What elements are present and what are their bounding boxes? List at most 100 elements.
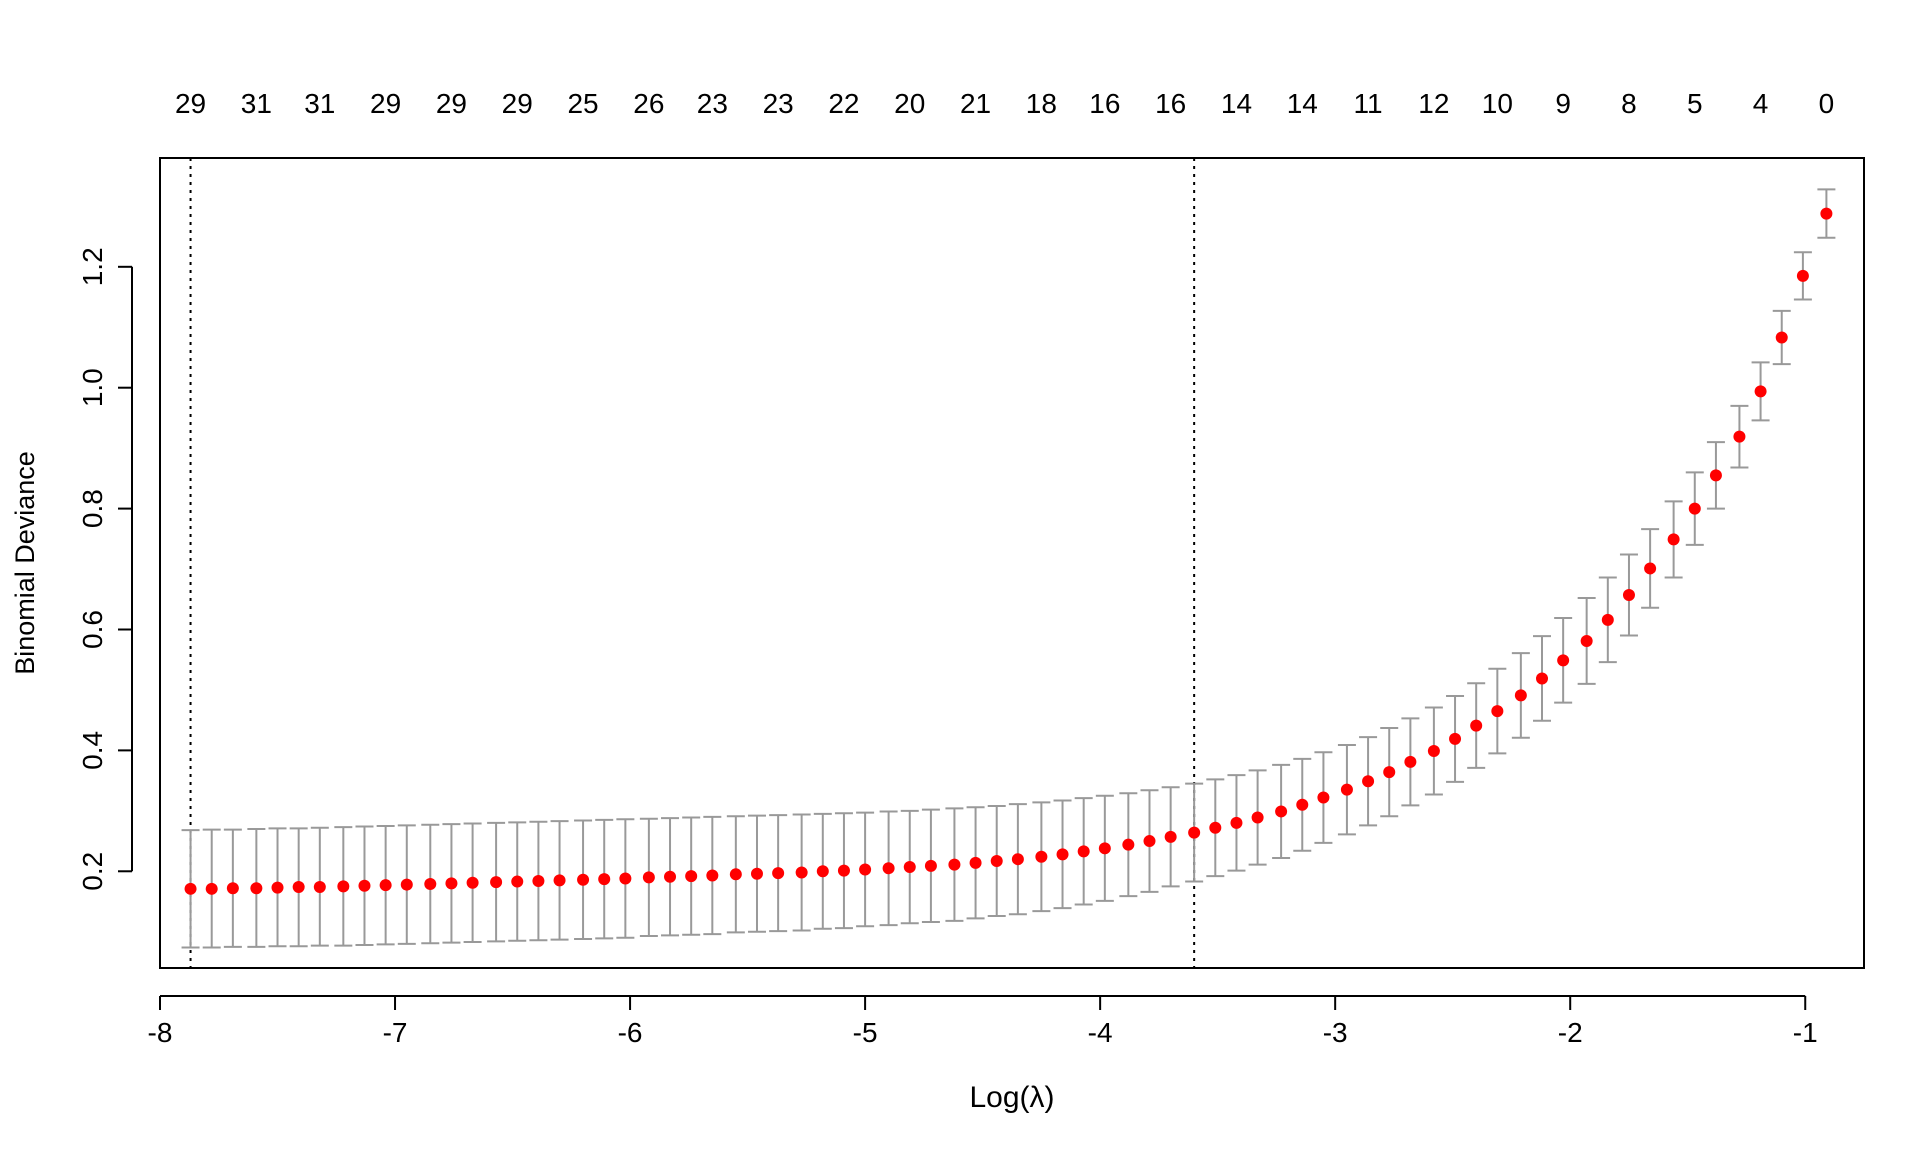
data-point (1557, 654, 1570, 667)
data-point (1622, 589, 1635, 602)
data-point (1580, 634, 1593, 647)
top-tick-label: 0 (1819, 88, 1835, 119)
data-point (772, 867, 785, 880)
data-point (1514, 689, 1527, 702)
data-point (424, 877, 437, 890)
y-tick-label: 0.6 (77, 610, 108, 649)
top-tick-label: 31 (304, 88, 335, 119)
top-tick-label: 29 (436, 88, 467, 119)
x-tick-label: -7 (383, 1017, 408, 1048)
top-tick-label: 31 (241, 88, 272, 119)
top-tick-label: 29 (175, 88, 206, 119)
data-point (1754, 385, 1767, 398)
data-point (837, 864, 850, 877)
data-point (1296, 798, 1309, 811)
data-point (1340, 783, 1353, 796)
top-tick-label: 23 (763, 88, 794, 119)
data-point (379, 879, 392, 892)
data-point (1688, 502, 1701, 515)
top-tick-label: 11 (1354, 88, 1383, 119)
data-point (598, 873, 611, 886)
data-point (685, 870, 698, 883)
top-tick-label: 14 (1287, 88, 1318, 119)
data-point (969, 856, 982, 869)
data-point (1317, 791, 1330, 804)
data-point (706, 869, 719, 882)
data-point (1251, 811, 1264, 824)
data-point (577, 873, 590, 886)
y-tick-label: 0.8 (77, 489, 108, 528)
data-point (1077, 845, 1090, 858)
data-point (642, 871, 655, 884)
y-tick-label: 1.2 (77, 247, 108, 286)
data-point (1164, 830, 1177, 843)
top-axis-variable-counts: 29 31 31 29 29 29 25 26 23 23 22 20 21 18 16 16 14 14 11 12… (175, 88, 1834, 119)
data-point (1188, 826, 1201, 839)
top-tick-label: 20 (894, 88, 925, 119)
data-point (903, 861, 916, 874)
y-axis-label: Binomial Deviance (10, 451, 40, 675)
data-point (729, 868, 742, 881)
data-point (1035, 850, 1048, 863)
x-tick-label: -2 (1558, 1017, 1583, 1048)
data-point (1362, 775, 1375, 788)
x-tick-label: -4 (1088, 1017, 1113, 1048)
data-points (184, 207, 1833, 895)
data-point (532, 874, 545, 887)
top-tick-label: 5 (1687, 88, 1703, 119)
data-point (1470, 719, 1483, 732)
data-point (205, 882, 218, 895)
data-point (1143, 835, 1156, 848)
data-point (664, 870, 677, 883)
top-tick-label: 9 (1555, 88, 1571, 119)
top-tick-label: 26 (633, 88, 664, 119)
data-point (924, 859, 937, 872)
x-tick-label: -8 (148, 1017, 173, 1048)
top-tick-label: 14 (1221, 88, 1252, 119)
x-tick-label: -5 (853, 1017, 878, 1048)
data-point (1275, 805, 1288, 818)
data-point (271, 881, 284, 894)
data-point (466, 876, 479, 889)
data-point (1209, 821, 1222, 834)
data-point (619, 872, 632, 885)
x-tick-label: -1 (1793, 1017, 1818, 1048)
top-tick-label: 16 (1155, 88, 1186, 119)
data-point (1122, 838, 1135, 851)
top-tick-label: 8 (1621, 88, 1637, 119)
data-point (337, 880, 350, 893)
top-tick-label: 22 (828, 88, 859, 119)
data-point (445, 877, 458, 890)
data-point (882, 862, 895, 875)
data-point (358, 879, 371, 892)
reference-lines (189, 158, 1196, 968)
top-tick-label: 29 (370, 88, 401, 119)
data-point (1709, 469, 1722, 482)
data-point (1796, 269, 1809, 282)
data-point (553, 874, 566, 887)
data-point (750, 867, 763, 880)
error-bars (181, 188, 1836, 949)
y-axis: 0.2 0.4 0.6 0.8 1.0 1.2 (77, 247, 133, 891)
x-axis-label: Log(λ) (969, 1081, 1054, 1114)
data-point (490, 876, 503, 889)
data-point (1644, 562, 1657, 575)
y-tick-label: 0.2 (77, 852, 108, 891)
data-point (1491, 705, 1504, 718)
data-point (1383, 766, 1396, 779)
data-point (816, 865, 829, 878)
top-tick-label: 25 (567, 88, 598, 119)
data-point (1056, 848, 1069, 861)
plot-frame (159, 157, 1865, 969)
data-point (1667, 533, 1680, 546)
data-point (1230, 816, 1243, 829)
x-tick-label: -3 (1323, 1017, 1348, 1048)
top-tick-label: 23 (697, 88, 728, 119)
data-point (292, 881, 305, 893)
data-point (795, 866, 808, 879)
data-point (226, 882, 239, 895)
data-point (1449, 732, 1462, 745)
data-point (1775, 331, 1788, 344)
top-tick-label: 10 (1482, 88, 1513, 119)
